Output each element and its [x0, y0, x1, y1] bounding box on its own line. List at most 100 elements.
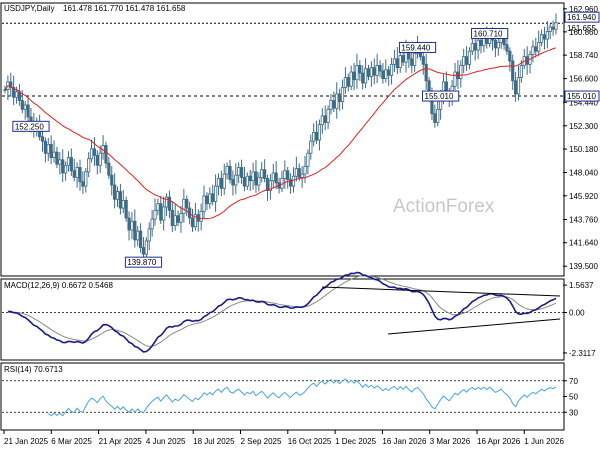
price-annotation-label: 155.010 [425, 92, 454, 101]
candle-body [300, 173, 304, 178]
candle-body [288, 179, 293, 187]
rsi-title: RSI(14) 70.6713 [4, 365, 63, 374]
candle-body [542, 34, 547, 40]
candle-body [479, 39, 483, 47]
candle-body [213, 185, 218, 202]
candle-body [113, 184, 117, 200]
current-price-box [564, 11, 600, 23]
rsi-tick-label: 30 [569, 408, 578, 417]
candle-body [118, 191, 122, 209]
macd-title: MACD(12,26,9) 0.6672 0.5468 [4, 281, 114, 290]
candle-body [340, 86, 345, 103]
price-annotation-box [422, 90, 460, 102]
candle-body [211, 193, 215, 202]
candle-body [156, 203, 160, 211]
candle-body [516, 77, 521, 95]
candle-body [141, 247, 146, 255]
candle-body [164, 196, 169, 208]
candle-body [511, 60, 515, 82]
candle-body [519, 65, 523, 78]
price-annotation-label: 159.440 [401, 43, 430, 52]
candle-body [366, 68, 371, 77]
candle-body [537, 42, 541, 52]
candle-body [162, 206, 166, 221]
candle-body [496, 42, 500, 49]
candle-body [127, 217, 131, 231]
x-tick-label: 21 Jan 2025 [4, 437, 49, 446]
price-tick-label: 141.640 [569, 239, 598, 248]
candle-body [153, 209, 157, 220]
x-tick-label: 2 Sep 2025 [241, 437, 282, 446]
price-tick-label: 148.040 [569, 169, 598, 178]
candle-body [239, 167, 244, 178]
price-annotation-box [12, 120, 50, 132]
candle-body [49, 144, 53, 159]
candle-body [150, 218, 154, 230]
price-tick-label: 152.300 [569, 122, 598, 131]
candle-body [436, 108, 440, 123]
candle-body [231, 179, 235, 186]
macd-line [7, 271, 557, 353]
candle-body [410, 58, 414, 66]
candle-body [464, 56, 469, 65]
price-annotation-label: 139.870 [127, 258, 156, 267]
candle-body [508, 50, 512, 62]
candle-body [473, 43, 477, 51]
candle-body [170, 209, 174, 227]
candle-body [52, 151, 56, 159]
macd-lower-trendline [387, 318, 561, 335]
candle-body [338, 93, 342, 103]
candle-body [413, 52, 417, 66]
candle-body [320, 115, 324, 126]
candle-body [182, 198, 186, 214]
macd-panel-frame [0, 278, 565, 361]
level-price-label: 155.010 [567, 92, 596, 101]
candle-body [265, 178, 270, 191]
secondary-price-label: 161.655 [567, 24, 596, 33]
candle-body [202, 195, 206, 212]
candle-body [234, 174, 238, 186]
x-tick-label: 4 Jun 2025 [146, 437, 186, 446]
candle-body [110, 174, 114, 186]
candle-body [242, 176, 247, 187]
candle-body [121, 199, 125, 209]
candle-body [539, 34, 544, 43]
price-tick-label: 139.500 [569, 262, 598, 271]
candle-body [260, 169, 264, 178]
candle-body [130, 220, 134, 231]
candle-body [237, 167, 241, 176]
rsi-tick-label: 50 [569, 393, 578, 402]
price-annotation-box [124, 256, 163, 268]
candle-body [375, 65, 379, 76]
candle-body [467, 50, 472, 65]
candle-body [352, 71, 356, 81]
macd-tick-label: 1.5637 [569, 281, 594, 290]
candle-body [493, 39, 498, 49]
candle-body [20, 100, 24, 110]
candle-body [12, 86, 16, 98]
candle-body [66, 157, 71, 166]
candle-body [364, 68, 368, 84]
candle-body [554, 22, 558, 30]
candle-body [349, 71, 353, 87]
candle-body [72, 170, 76, 178]
price-annotation-box [398, 41, 437, 53]
candle-body [398, 55, 402, 69]
candle-body [173, 215, 177, 227]
candle-body [95, 155, 99, 166]
candle-body [548, 26, 552, 32]
candle-body [323, 115, 327, 123]
candle-body [69, 157, 73, 172]
candle-body [314, 131, 319, 141]
candle-body [3, 89, 7, 91]
macd-upper-trendline [321, 286, 561, 297]
ohlc-header: 161.478 161.770 161.478 161.658 [63, 4, 186, 13]
candle-body [254, 171, 258, 186]
candle-body [421, 56, 425, 65]
candle-body [346, 77, 350, 87]
candle-body [444, 81, 448, 93]
candle-body [263, 169, 267, 179]
candle-body [378, 65, 382, 72]
candle-body [87, 158, 91, 173]
candle-body [185, 198, 189, 209]
